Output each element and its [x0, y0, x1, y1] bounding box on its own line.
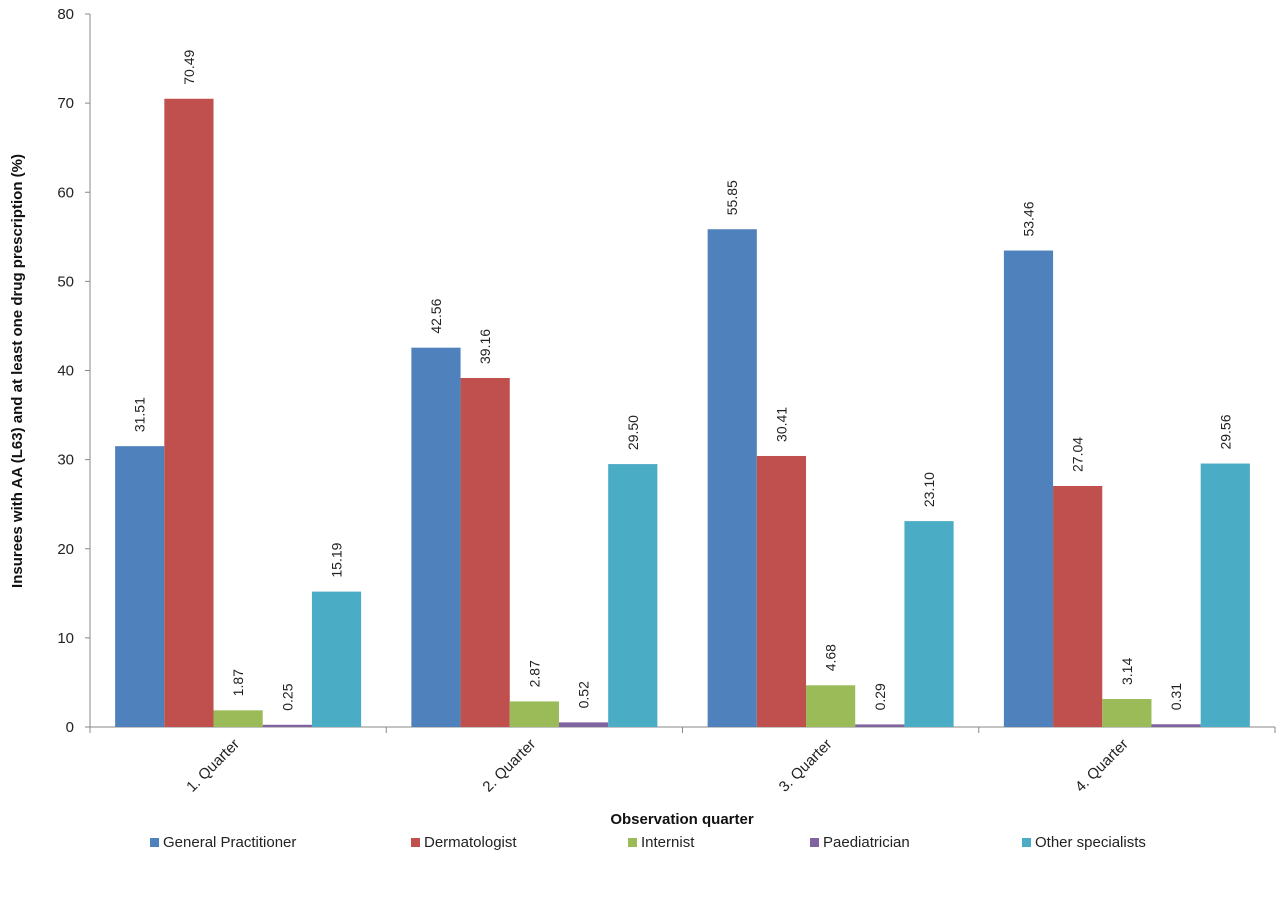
bar-data-label: 55.85 [724, 180, 740, 215]
legend: General Practitioner Dermatologist Interni… [150, 834, 1146, 851]
bar-data-label: 29.56 [1217, 414, 1233, 449]
y-tick-label: 20 [57, 541, 74, 558]
y-tick-label: 70 [57, 95, 74, 112]
y-tick-label: 60 [57, 184, 74, 201]
bars [115, 98, 1250, 727]
bar [509, 701, 559, 727]
bar-data-label: 42.56 [428, 298, 444, 333]
bar [558, 722, 609, 727]
y-tick-label: 40 [57, 363, 74, 380]
bar-data-label: 0.29 [872, 683, 888, 710]
data-labels: 31.51 42.56 55.85 53.46 70.49 39.16 30.41 27.04… [132, 50, 1234, 711]
bar-data-label: 3.14 [1119, 658, 1135, 685]
legend-label: Internist [641, 834, 695, 851]
bar-data-label: 0.52 [576, 681, 592, 708]
y-tick-label: 30 [57, 452, 74, 469]
bar [806, 685, 856, 727]
y-axis: 0 10 20 30 40 50 60 70 80 [57, 6, 91, 736]
bar-data-label: 23.10 [921, 472, 937, 507]
bar-data-label: 30.41 [773, 407, 789, 442]
bar-data-label: 31.51 [132, 397, 148, 432]
bar-data-label: 15.19 [329, 542, 345, 577]
bar [164, 98, 214, 727]
bar-data-label: 29.50 [625, 415, 641, 450]
x-tick-label: 2. Quarter [479, 736, 539, 796]
bar [1102, 699, 1152, 727]
bar [213, 710, 263, 727]
bar [904, 521, 954, 727]
bar-data-label: 27.04 [1070, 437, 1086, 472]
bar [1151, 724, 1201, 727]
bar [411, 347, 461, 727]
x-axis-title: Observation quarter [610, 811, 754, 828]
legend-swatch [150, 838, 159, 847]
bar-data-label: 0.25 [279, 683, 295, 710]
bar [756, 455, 807, 727]
y-tick-label: 80 [57, 6, 74, 23]
y-tick-label: 10 [57, 630, 74, 647]
legend-swatch [1022, 838, 1031, 847]
legend-label: Other specialists [1035, 834, 1146, 851]
legend-label: General Practitioner [163, 834, 296, 851]
bar [1003, 250, 1054, 727]
bar-data-label: 39.16 [477, 329, 493, 364]
legend-label: Dermatologist [424, 834, 517, 851]
bar [707, 229, 757, 727]
y-tick-label: 50 [57, 273, 74, 290]
legend-swatch [628, 838, 637, 847]
bar-data-label: 4.68 [823, 644, 839, 671]
bar-data-label: 2.87 [526, 660, 542, 687]
bar [115, 446, 165, 727]
bar [460, 377, 510, 727]
legend-swatch [810, 838, 819, 847]
y-axis-title: Insurees with AA (L63) and at least one … [9, 154, 26, 588]
bar [608, 464, 658, 727]
bar [262, 724, 312, 727]
bar [1053, 486, 1103, 727]
bar-data-label: 1.87 [230, 669, 246, 696]
bar [311, 591, 362, 727]
bar-data-label: 53.46 [1020, 201, 1036, 236]
bar [855, 724, 905, 727]
bar-data-label: 70.49 [181, 50, 197, 85]
legend-label: Paediatrician [823, 834, 910, 851]
x-axis: 1. Quarter 2. Quarter 3. Quarter 4. Quarter [89, 726, 1276, 796]
bar-data-label: 0.31 [1168, 683, 1184, 710]
x-tick-label: 4. Quarter [1072, 736, 1132, 796]
bar [1200, 463, 1250, 727]
x-tick-label: 1. Quarter [183, 736, 243, 796]
legend-swatch [411, 838, 420, 847]
x-tick-label: 3. Quarter [776, 736, 836, 796]
y-tick-label: 0 [66, 719, 74, 736]
